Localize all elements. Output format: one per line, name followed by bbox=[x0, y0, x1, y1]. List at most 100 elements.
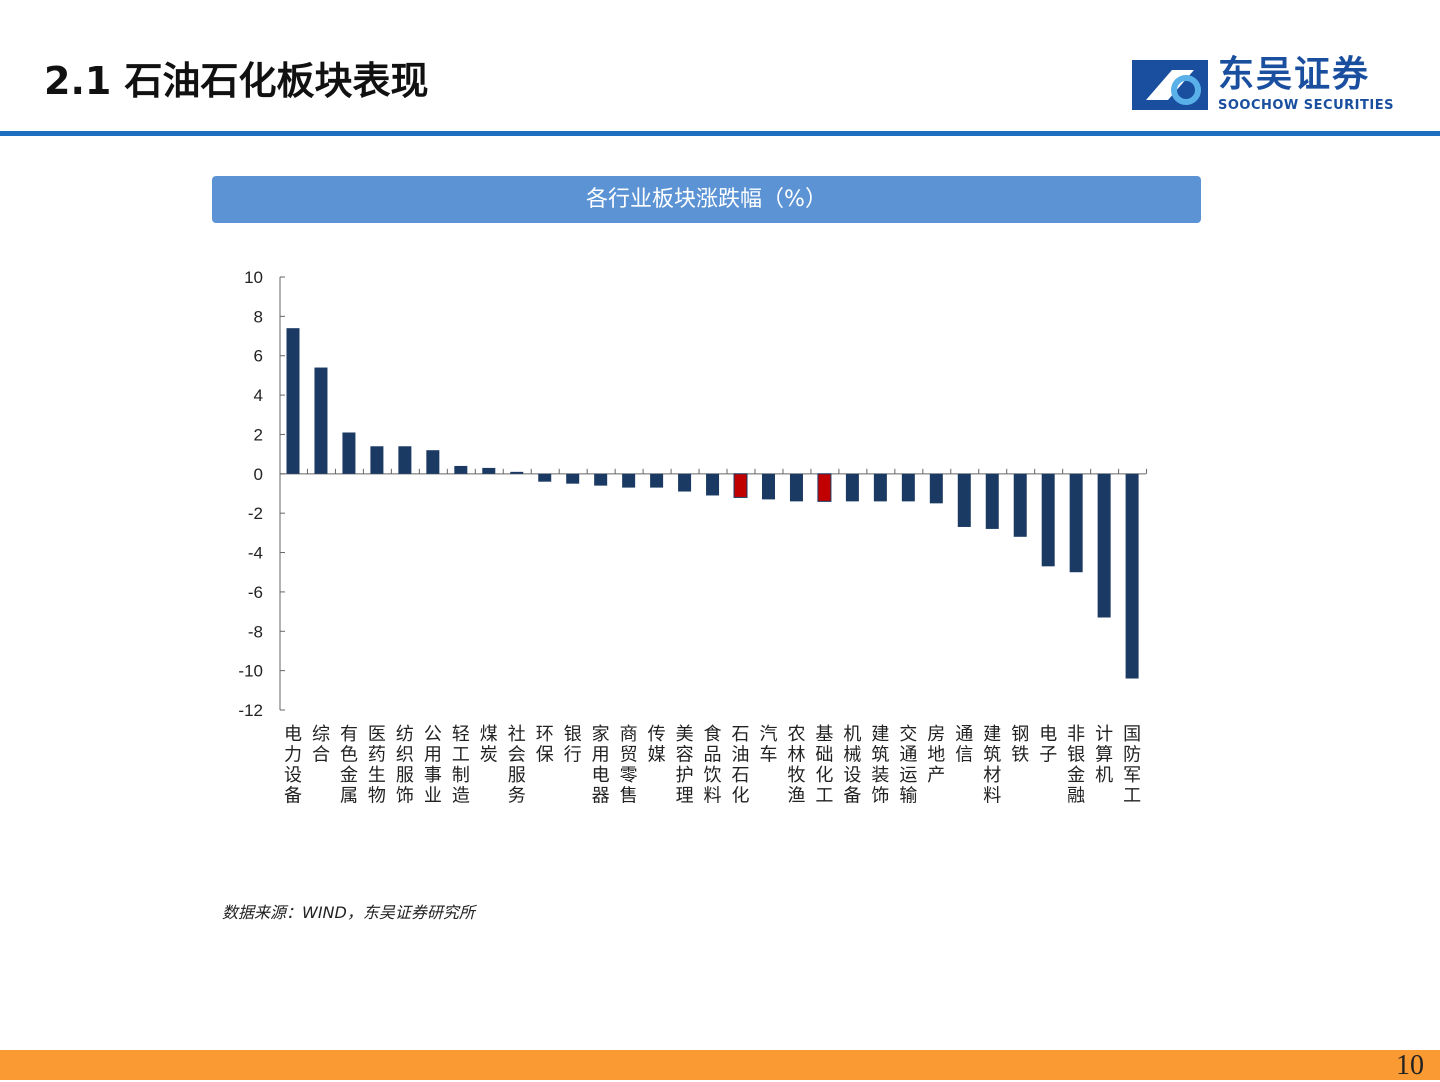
x-tick-label-group: 有色金属 bbox=[340, 724, 358, 807]
x-tick-label: 综合 bbox=[312, 724, 330, 766]
bar bbox=[985, 473, 999, 529]
bar bbox=[370, 446, 384, 474]
x-tick-label: 非银金融 bbox=[1067, 724, 1085, 807]
x-tick-label-group: 钢铁 bbox=[1011, 724, 1029, 766]
x-tick-label-group: 传媒 bbox=[648, 724, 666, 766]
x-tick-label: 建筑装饰 bbox=[871, 724, 889, 807]
bar bbox=[398, 446, 412, 474]
y-tick-label: -8 bbox=[248, 622, 263, 641]
y-tick-label: 8 bbox=[254, 307, 263, 326]
bar bbox=[342, 432, 356, 474]
x-tick-label: 环保 bbox=[536, 724, 554, 766]
x-tick-label: 房地产 bbox=[927, 724, 945, 786]
highlighted-x-tick-label: 基础化工 bbox=[815, 724, 833, 807]
bar bbox=[538, 473, 552, 482]
bar bbox=[566, 473, 580, 484]
x-tick-label: 轻工制造 bbox=[452, 724, 470, 807]
x-tick-label: 机械设备 bbox=[843, 724, 861, 807]
bar bbox=[622, 473, 636, 488]
highlighted-bar bbox=[733, 473, 748, 498]
bar bbox=[873, 473, 887, 502]
x-tick-label-group: 电力设备 bbox=[284, 724, 302, 807]
x-tick-label: 通信 bbox=[955, 724, 973, 766]
x-tick-label-group: 石油石化 bbox=[732, 724, 750, 807]
x-tick-label-group: 公用事业 bbox=[424, 724, 442, 807]
x-tick-label: 食品饮料 bbox=[704, 724, 722, 807]
x-tick-label-group: 农林牧渔 bbox=[787, 724, 805, 807]
y-tick-label: 2 bbox=[254, 425, 263, 444]
bar bbox=[761, 473, 775, 500]
x-tick-label: 电子 bbox=[1039, 724, 1057, 766]
x-tick-label: 公用事业 bbox=[424, 724, 442, 807]
bar bbox=[1013, 473, 1027, 537]
bar bbox=[650, 473, 664, 488]
x-tick-label-group: 环保 bbox=[536, 724, 554, 766]
x-tick-label: 建筑材料 bbox=[983, 724, 1001, 807]
page-number: 10 bbox=[1396, 1050, 1424, 1081]
x-tick-label: 家用电器 bbox=[592, 724, 610, 807]
x-tick-label-group: 非银金融 bbox=[1067, 724, 1085, 807]
y-tick-label: -6 bbox=[248, 583, 263, 602]
x-tick-label: 交通运输 bbox=[899, 724, 917, 807]
x-tick-label-group: 通信 bbox=[955, 724, 973, 766]
bar bbox=[594, 473, 608, 486]
header-rule bbox=[0, 131, 1440, 136]
x-tick-label: 美容护理 bbox=[676, 724, 694, 807]
bar bbox=[901, 473, 915, 502]
x-tick-label: 银行 bbox=[564, 724, 582, 766]
x-tick-label: 医药生物 bbox=[368, 724, 386, 807]
x-tick-label: 农林牧渔 bbox=[787, 724, 805, 807]
bar bbox=[706, 473, 720, 496]
x-tick-label-group: 电子 bbox=[1039, 724, 1057, 766]
logo-mark-icon bbox=[1132, 60, 1208, 110]
page-title: 2.1 石油石化板块表现 bbox=[44, 59, 429, 103]
x-tick-label-group: 商贸零售 bbox=[620, 724, 638, 807]
x-tick-label-group: 建筑装饰 bbox=[871, 724, 889, 807]
footer-bar bbox=[0, 1050, 1440, 1080]
x-tick-label-group: 银行 bbox=[564, 724, 582, 766]
logo-cn: 东吴证券 bbox=[1218, 54, 1371, 95]
x-tick-label: 汽车 bbox=[759, 724, 777, 766]
x-tick-label-group: 家用电器 bbox=[592, 724, 610, 807]
x-tick-label: 社会服务 bbox=[508, 724, 526, 807]
bar bbox=[426, 450, 440, 474]
x-tick-label-group: 计算机 bbox=[1095, 724, 1113, 786]
x-tick-label: 钢铁 bbox=[1011, 724, 1029, 766]
y-tick-label: -4 bbox=[248, 544, 263, 563]
bar bbox=[957, 473, 971, 527]
x-tick-label: 商贸零售 bbox=[620, 724, 638, 807]
x-tick-label: 纺织服饰 bbox=[396, 724, 414, 807]
bar bbox=[454, 465, 468, 474]
bar bbox=[482, 467, 496, 474]
bar bbox=[1069, 473, 1083, 573]
highlighted-bar bbox=[817, 473, 832, 502]
y-tick-label: -2 bbox=[248, 504, 263, 523]
bar bbox=[678, 473, 692, 492]
y-tick-label: -12 bbox=[238, 701, 263, 720]
bar bbox=[286, 328, 300, 474]
highlighted-x-tick-label: 石油石化 bbox=[732, 724, 750, 807]
bar bbox=[845, 473, 859, 502]
x-tick-label-group: 轻工制造 bbox=[452, 724, 470, 807]
y-tick-label: 10 bbox=[244, 268, 263, 287]
y-tick-label: -10 bbox=[238, 662, 263, 681]
x-tick-label-group: 社会服务 bbox=[508, 724, 526, 807]
y-tick-label: 4 bbox=[254, 386, 263, 405]
logo-en: SOOCHOW SECURITIES bbox=[1218, 98, 1394, 113]
chart-title: 各行业板块涨跌幅（%） bbox=[212, 176, 1201, 223]
bar bbox=[314, 367, 328, 474]
y-tick-label: 6 bbox=[254, 347, 263, 366]
bar bbox=[1125, 473, 1139, 679]
x-tick-label-group: 纺织服饰 bbox=[396, 724, 414, 807]
x-tick-label: 国防军工 bbox=[1123, 724, 1141, 807]
bar bbox=[929, 473, 943, 504]
x-tick-label: 计算机 bbox=[1095, 724, 1113, 786]
x-tick-label-group: 医药生物 bbox=[368, 724, 386, 807]
x-tick-label-group: 建筑材料 bbox=[983, 724, 1001, 807]
x-tick-label-group: 机械设备 bbox=[843, 724, 861, 807]
bar bbox=[1041, 473, 1055, 567]
x-tick-label-group: 房地产 bbox=[927, 724, 945, 786]
x-tick-label: 煤炭 bbox=[480, 724, 498, 766]
x-tick-label-group: 美容护理 bbox=[676, 724, 694, 807]
